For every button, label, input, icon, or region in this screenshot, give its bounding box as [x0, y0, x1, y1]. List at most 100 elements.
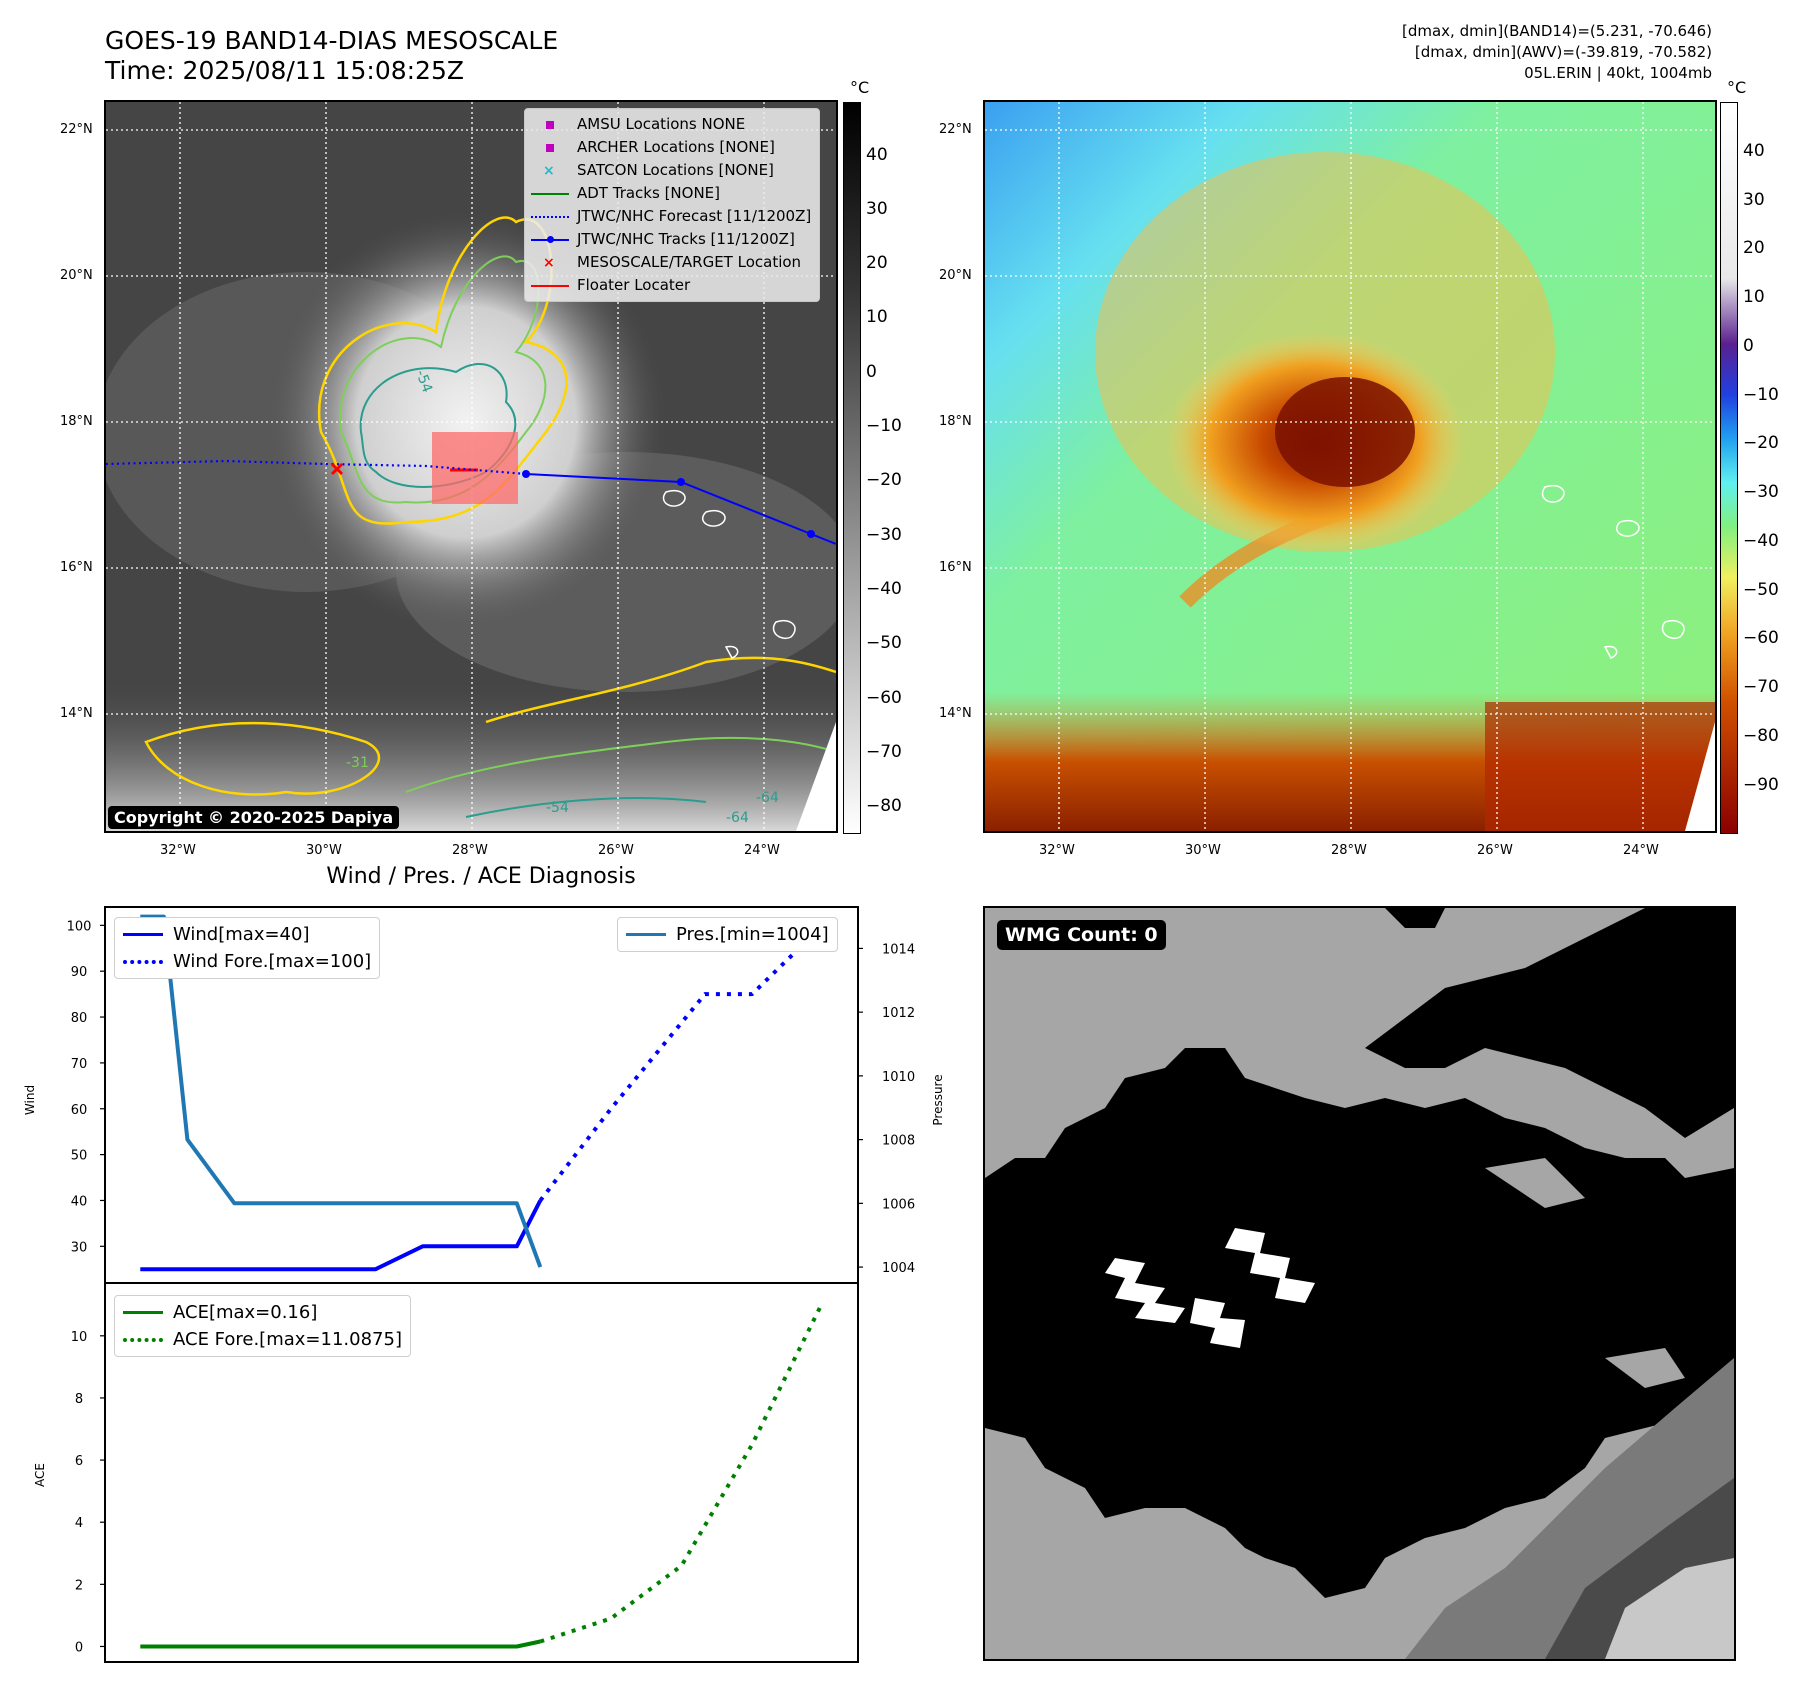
wind-ytick-label: 100	[67, 919, 92, 934]
wv-colorbar-tick: 20	[1743, 238, 1765, 258]
pressure-ytick-label: 1012	[882, 1006, 915, 1021]
legend-ace: ACE[max=0.16]	[123, 1299, 402, 1326]
storm-info: 05L.ERIN | 40kt, 1004mb	[1524, 64, 1712, 82]
lon-label: 32°W	[1039, 843, 1075, 858]
legend-archer: ARCHER Locations [NONE]	[531, 136, 811, 159]
ir-colorbar-tick: 30	[866, 199, 888, 219]
ace-axis-label: ACE	[33, 1463, 47, 1487]
wv-colorbar-tick: −80	[1743, 726, 1779, 746]
floater-box	[432, 432, 518, 504]
pressure-ytick-label: 1004	[882, 1261, 915, 1276]
stats-awv: [dmax, dmin](AWV)=(-39.819, -70.582)	[1414, 43, 1712, 61]
wv-gridlines	[985, 102, 1715, 831]
wind-axis-label: Wind	[23, 1085, 37, 1115]
wv-colorbar-unit: °C	[1727, 78, 1747, 97]
best-track	[525, 473, 836, 545]
ir-colorbar-tick: −80	[866, 796, 902, 816]
wind-ytick-label: 70	[71, 1057, 88, 1072]
wv-colorbar-tick: −70	[1743, 677, 1779, 697]
ir-legend: AMSU Locations NONE ARCHER Locations [NO…	[524, 108, 821, 302]
lat-label: 16°N	[939, 560, 972, 575]
lat-label: 14°N	[60, 706, 93, 721]
lat-label: 16°N	[60, 560, 93, 575]
pressure-series-line	[140, 914, 543, 1268]
wv-colorbar-tick: 40	[1743, 141, 1765, 161]
ir-colorbar	[843, 102, 861, 834]
wv-colorbar-tick: −60	[1743, 628, 1779, 648]
wv-colorbar-tick: −10	[1743, 385, 1779, 405]
legend-ace-forecast: ACE Fore.[max=11.0875]	[123, 1326, 402, 1353]
wv-colorbar	[1720, 102, 1738, 834]
ir-colorbar-tick: −30	[866, 525, 902, 545]
contour-label: -64	[756, 790, 779, 806]
lon-label: 24°W	[744, 843, 780, 858]
legend-satcon: × SATCON Locations [NONE]	[543, 161, 774, 179]
wv-colorbar-tick: −50	[1743, 580, 1779, 600]
lon-label: 30°W	[306, 843, 342, 858]
lat-label: 18°N	[60, 414, 93, 429]
legend-wind: Wind[max=40]	[123, 921, 371, 948]
ace-ytick-label: 0	[75, 1640, 83, 1655]
legend-amsu: AMSU Locations NONE	[531, 113, 811, 136]
ir-colorbar-tick: −10	[866, 416, 902, 436]
pressure-ytick-label: 1008	[882, 1134, 915, 1149]
wind-ytick-label: 30	[71, 1240, 88, 1255]
lon-label: 28°W	[1331, 843, 1367, 858]
contour-label: -64	[726, 810, 749, 826]
wv-colorbar-tick: 0	[1743, 336, 1754, 356]
ace-forecast-series-line	[539, 1301, 825, 1644]
lat-label: 18°N	[939, 414, 972, 429]
wmg-image	[985, 908, 1734, 1659]
contour-label: -54	[412, 368, 435, 395]
ace-ytick-label: 8	[75, 1392, 83, 1407]
pressure-axis-label: Pressure	[931, 1074, 945, 1125]
ace-ytick-label: 2	[75, 1578, 83, 1593]
wind-forecast-series-line	[538, 923, 825, 1202]
legend-target: × MESOSCALE/TARGET Location	[543, 253, 802, 271]
ace-ytick-label: 6	[75, 1454, 83, 1469]
legend-wind-forecast: Wind Fore.[max=100]	[123, 948, 371, 975]
wind-ytick-label: 90	[71, 965, 88, 980]
ir-colorbar-tick: −60	[866, 688, 902, 708]
wmg-count-badge: WMG Count: 0	[997, 920, 1166, 950]
lon-label: 26°W	[1477, 843, 1513, 858]
ir-colorbar-tick: 0	[866, 362, 877, 382]
chart-time: Time: 2025/08/11 15:08:25Z	[105, 56, 464, 85]
ir-map-panel: -54 -54 -64 -64 -31 AMSU Locations NONE …	[104, 100, 838, 833]
lat-label: 14°N	[939, 706, 972, 721]
lat-label: 22°N	[939, 122, 972, 137]
ir-colorbar-tick: 20	[866, 253, 888, 273]
ace-ytick-label: 4	[75, 1516, 83, 1531]
wind-ytick-label: 50	[71, 1149, 88, 1164]
ir-colorbar-tick: 10	[866, 307, 888, 327]
pressure-legend: Pres.[min=1004]	[617, 917, 838, 952]
legend-floater: Floater Locater	[531, 274, 811, 297]
ir-colorbar-tick: −70	[866, 742, 902, 762]
lat-label: 22°N	[60, 122, 93, 137]
lon-label: 30°W	[1185, 843, 1221, 858]
pressure-ytick-label: 1006	[882, 1197, 915, 1212]
lon-label: 32°W	[160, 843, 196, 858]
wv-colorbar-tick: −90	[1743, 775, 1779, 795]
wv-colorbar-tick: 10	[1743, 287, 1765, 307]
wind-legend: Wind[max=40] Wind Fore.[max=100]	[114, 917, 381, 979]
diagnosis-title: Wind / Pres. / ACE Diagnosis	[326, 864, 636, 889]
wind-ytick-label: 80	[71, 1011, 88, 1026]
wind-ytick-label: 60	[71, 1103, 88, 1118]
wv-map-image	[985, 102, 1715, 831]
wv-colorbar-tick: −30	[1743, 482, 1779, 502]
contour-label: -31	[346, 755, 369, 771]
pressure-ytick-label: 1014	[882, 942, 915, 957]
lon-label: 26°W	[598, 843, 634, 858]
ir-colorbar-tick: −50	[866, 633, 902, 653]
ace-series-line	[140, 1639, 541, 1649]
wv-colorbar-tick: −20	[1743, 433, 1779, 453]
stats-band14: [dmax, dmin](BAND14)=(5.231, -70.646)	[1401, 22, 1712, 40]
diagnosis-chart: 3040506070809010010041006100810101012101…	[23, 906, 945, 1663]
ace-legend: ACE[max=0.16] ACE Fore.[max=11.0875]	[114, 1295, 411, 1357]
legend-pressure: Pres.[min=1004]	[626, 921, 829, 948]
lon-label: 24°W	[1623, 843, 1659, 858]
pressure-ytick-label: 1010	[882, 1070, 915, 1085]
legend-adt: ADT Tracks [NONE]	[531, 182, 811, 205]
lon-label: 28°W	[452, 843, 488, 858]
